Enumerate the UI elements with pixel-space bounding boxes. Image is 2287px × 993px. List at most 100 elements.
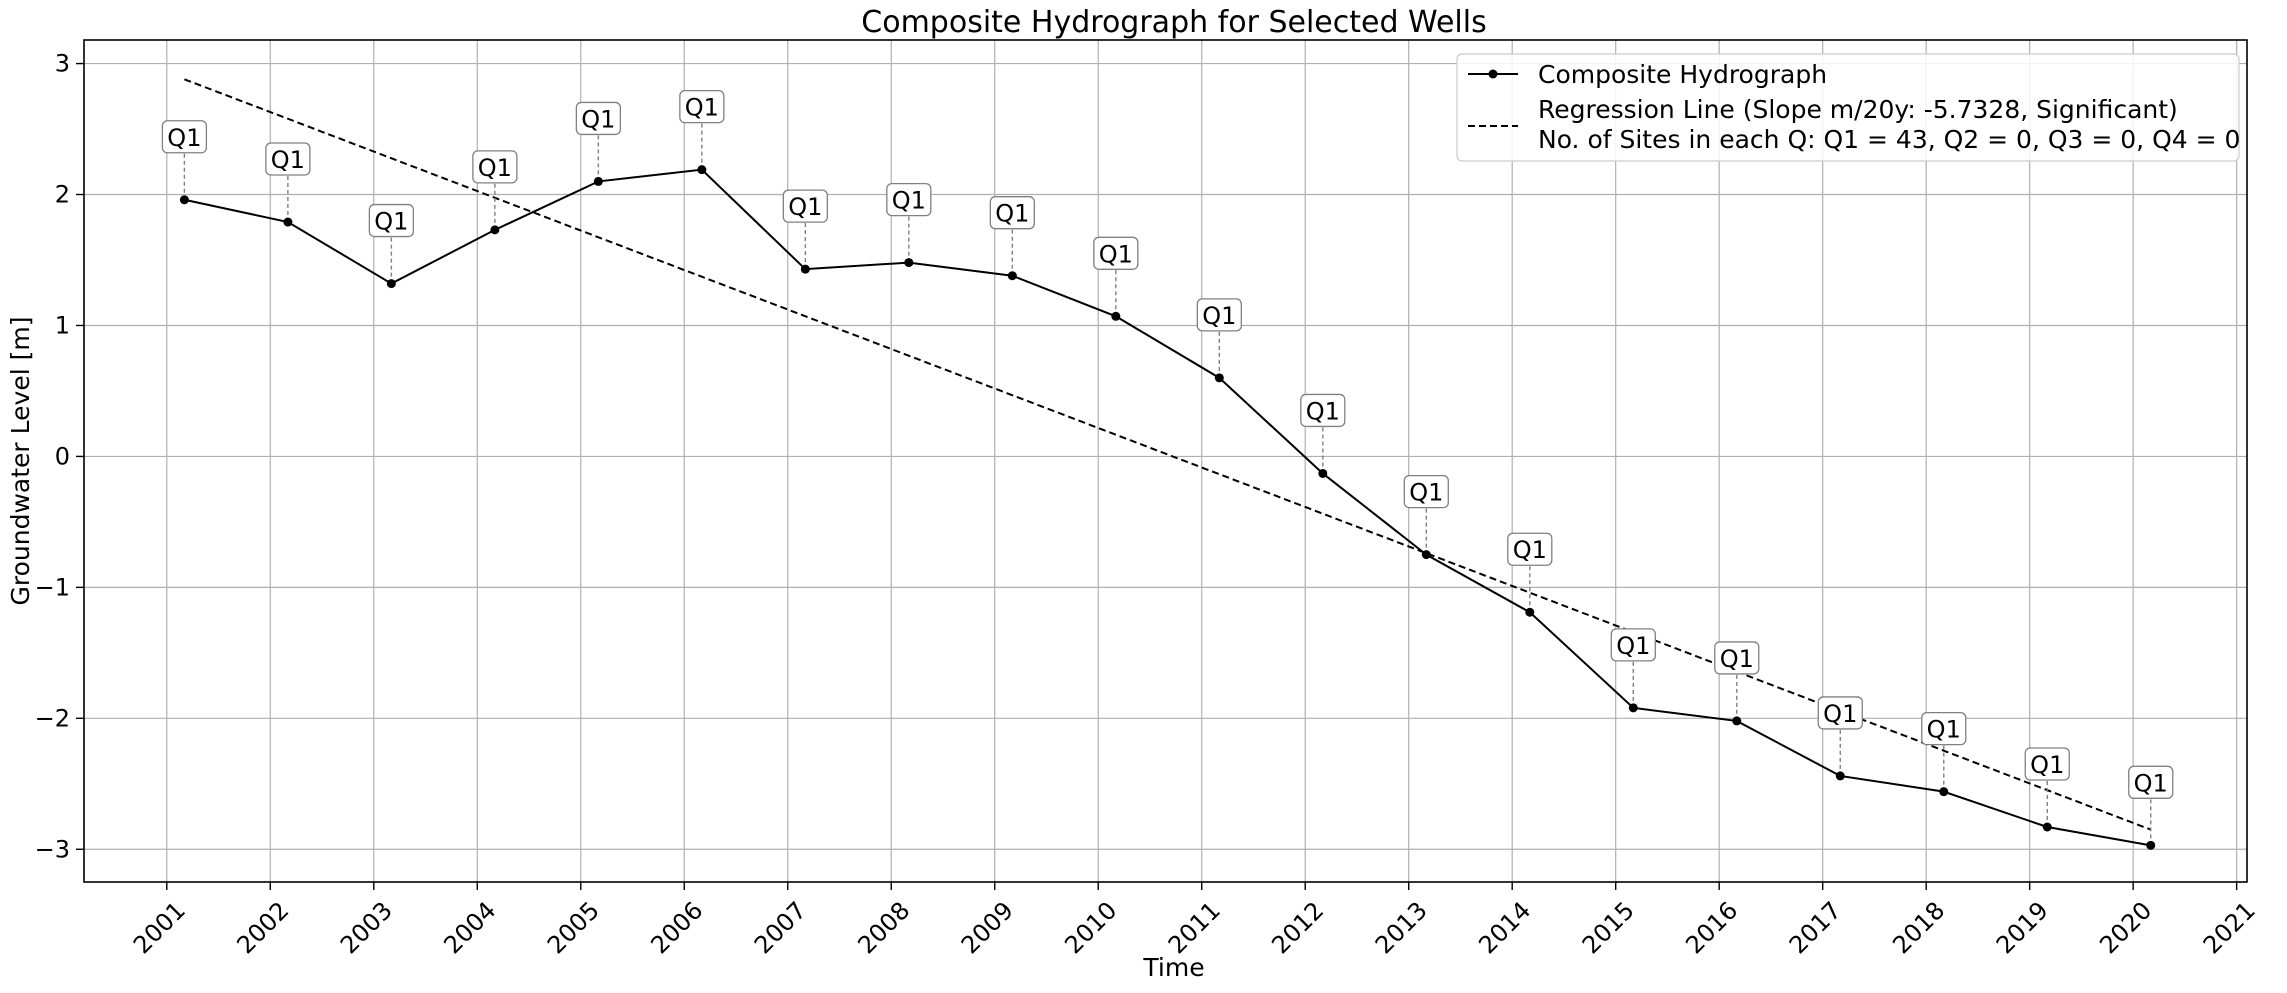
annotation-label: Q1 (892, 187, 926, 215)
annotation-label: Q1 (1513, 536, 1547, 564)
hydrograph-point (490, 225, 500, 235)
annotation-box (679, 89, 725, 124)
annotation-box (1300, 393, 1346, 428)
hydrograph-point (1421, 550, 1431, 560)
y-tick-label: −1 (35, 573, 70, 601)
x-tick-label: 2014 (1473, 896, 1536, 959)
series-layer (179, 165, 2156, 850)
hydrograph-point (1835, 771, 1845, 781)
hydrograph-point (1732, 716, 1742, 726)
annotation-label: Q1 (1927, 716, 1961, 744)
annotation-box (1817, 696, 1863, 730)
legend-box (1456, 53, 2240, 162)
x-axis-label: Time (1142, 953, 1204, 982)
annotation-label: Q1 (1409, 479, 1443, 507)
hydrograph-point (1214, 373, 1224, 383)
annotation-box (1921, 711, 1967, 746)
hydrograph-point (1318, 468, 1328, 478)
annotation-label: Q1 (1823, 700, 1857, 728)
annotation-label: Q1 (374, 208, 408, 236)
x-tick-label: 2001 (128, 896, 191, 959)
legend-regression-label: Regression Line (Slope m/20y: -5.7328, S… (1538, 95, 2178, 124)
y-tick-label: 1 (55, 311, 70, 339)
hydrograph-point (1628, 703, 1638, 713)
hydrograph-point (283, 217, 293, 227)
annotation-label: Q1 (167, 124, 201, 152)
annotation-label: Q1 (1202, 302, 1236, 330)
hydrograph-point (593, 176, 603, 186)
annotation-box (575, 101, 622, 136)
hydrograph-point (386, 279, 396, 289)
x-tick-label: 2010 (1059, 896, 1122, 959)
grid-layer (84, 40, 2247, 882)
x-tick-label: 2013 (1370, 896, 1433, 959)
hydrograph-point (179, 195, 189, 205)
y-axis-ticks: 3 2 1 0 −1 −2 −3 (35, 50, 84, 863)
hydrograph-point (1525, 607, 1535, 617)
annotation-box (989, 196, 1035, 230)
annotation-label: Q1 (995, 200, 1029, 228)
annotation-label: Q1 (788, 193, 822, 221)
x-tick-label: 2017 (1784, 896, 1847, 959)
x-tick-label: 2015 (1577, 896, 1640, 959)
annotation-label: Q1 (2030, 751, 2064, 779)
annotation-box (472, 150, 518, 184)
hydrograph-point (697, 165, 707, 175)
x-tick-label: 2007 (749, 896, 812, 959)
x-tick-label: 2003 (335, 896, 398, 959)
annotation-box (1403, 474, 1449, 509)
annotation-label: Q1 (1616, 632, 1650, 660)
y-tick-label: −3 (35, 835, 70, 863)
annotation-box (161, 120, 208, 154)
annotation-box (1507, 532, 1553, 566)
x-tick-label: 2002 (231, 896, 294, 959)
x-tick-label: 2012 (1266, 896, 1329, 959)
annotation-box (886, 182, 932, 217)
hydrograph-point (1007, 271, 1017, 281)
annotation-box (2128, 765, 2174, 799)
hydrograph-point (800, 264, 810, 274)
y-tick-label: 2 (55, 181, 70, 209)
annotation-label: Q1 (271, 146, 305, 174)
annotation-box (265, 142, 311, 176)
x-axis-ticks: 2001 2002 2003 2004 2005 2006 2007 2008 2009 2010… (128, 882, 2261, 959)
legend: Composite Hydrograph Regression Line (Sl… (1456, 53, 2240, 162)
annotation-label: Q1 (1306, 397, 1340, 425)
annotation-box (2024, 747, 2070, 781)
hydrograph-point (904, 258, 914, 268)
annotation-box (1196, 298, 1242, 332)
x-tick-label: 2019 (1991, 896, 2054, 959)
hydrograph-point (2042, 822, 2052, 832)
hydrograph-point (1111, 311, 1121, 321)
chart-title: Composite Hydrograph for Selected Wells (861, 5, 1486, 40)
plot-frame (83, 39, 2248, 883)
x-tick-label: 2021 (2198, 896, 2261, 959)
annotation-layer: Q1 Q1 Q1 Q1 Q1 Q1 Q1 Q1 Q1 Q1 Q1 Q1 Q1 Q1 Q1 Q1 Q1 Q1 Q1 Q1 (161, 89, 2174, 846)
annotation-label: Q1 (2134, 769, 2168, 797)
y-tick-label: 3 (55, 50, 70, 78)
legend-hydrograph-marker (1488, 69, 1498, 79)
x-tick-label: 2006 (645, 896, 708, 959)
x-tick-label: 2011 (1163, 896, 1226, 959)
x-tick-label: 2005 (542, 896, 605, 959)
x-tick-label: 2004 (438, 896, 501, 959)
annotation-box (368, 203, 415, 238)
x-tick-label: 2009 (956, 896, 1019, 959)
hydrograph-point (1939, 787, 1949, 797)
annotation-label: Q1 (685, 94, 719, 122)
annotation-label: Q1 (1099, 240, 1133, 268)
y-axis-label: Groundwater Level [m] (6, 317, 35, 606)
y-tick-label: 0 (55, 442, 70, 470)
x-tick-label: 2008 (852, 896, 915, 959)
x-tick-label: 2016 (1680, 896, 1743, 959)
legend-hydrograph-label: Composite Hydrograph (1538, 60, 1827, 89)
annotation-box (782, 189, 828, 223)
x-tick-label: 2020 (2094, 896, 2157, 959)
annotation-box (1714, 641, 1760, 675)
annotation-label: Q1 (1720, 645, 1754, 673)
hydrograph-line (184, 168, 2151, 847)
annotation-box (1093, 236, 1139, 270)
x-tick-label: 2018 (1887, 896, 1950, 959)
